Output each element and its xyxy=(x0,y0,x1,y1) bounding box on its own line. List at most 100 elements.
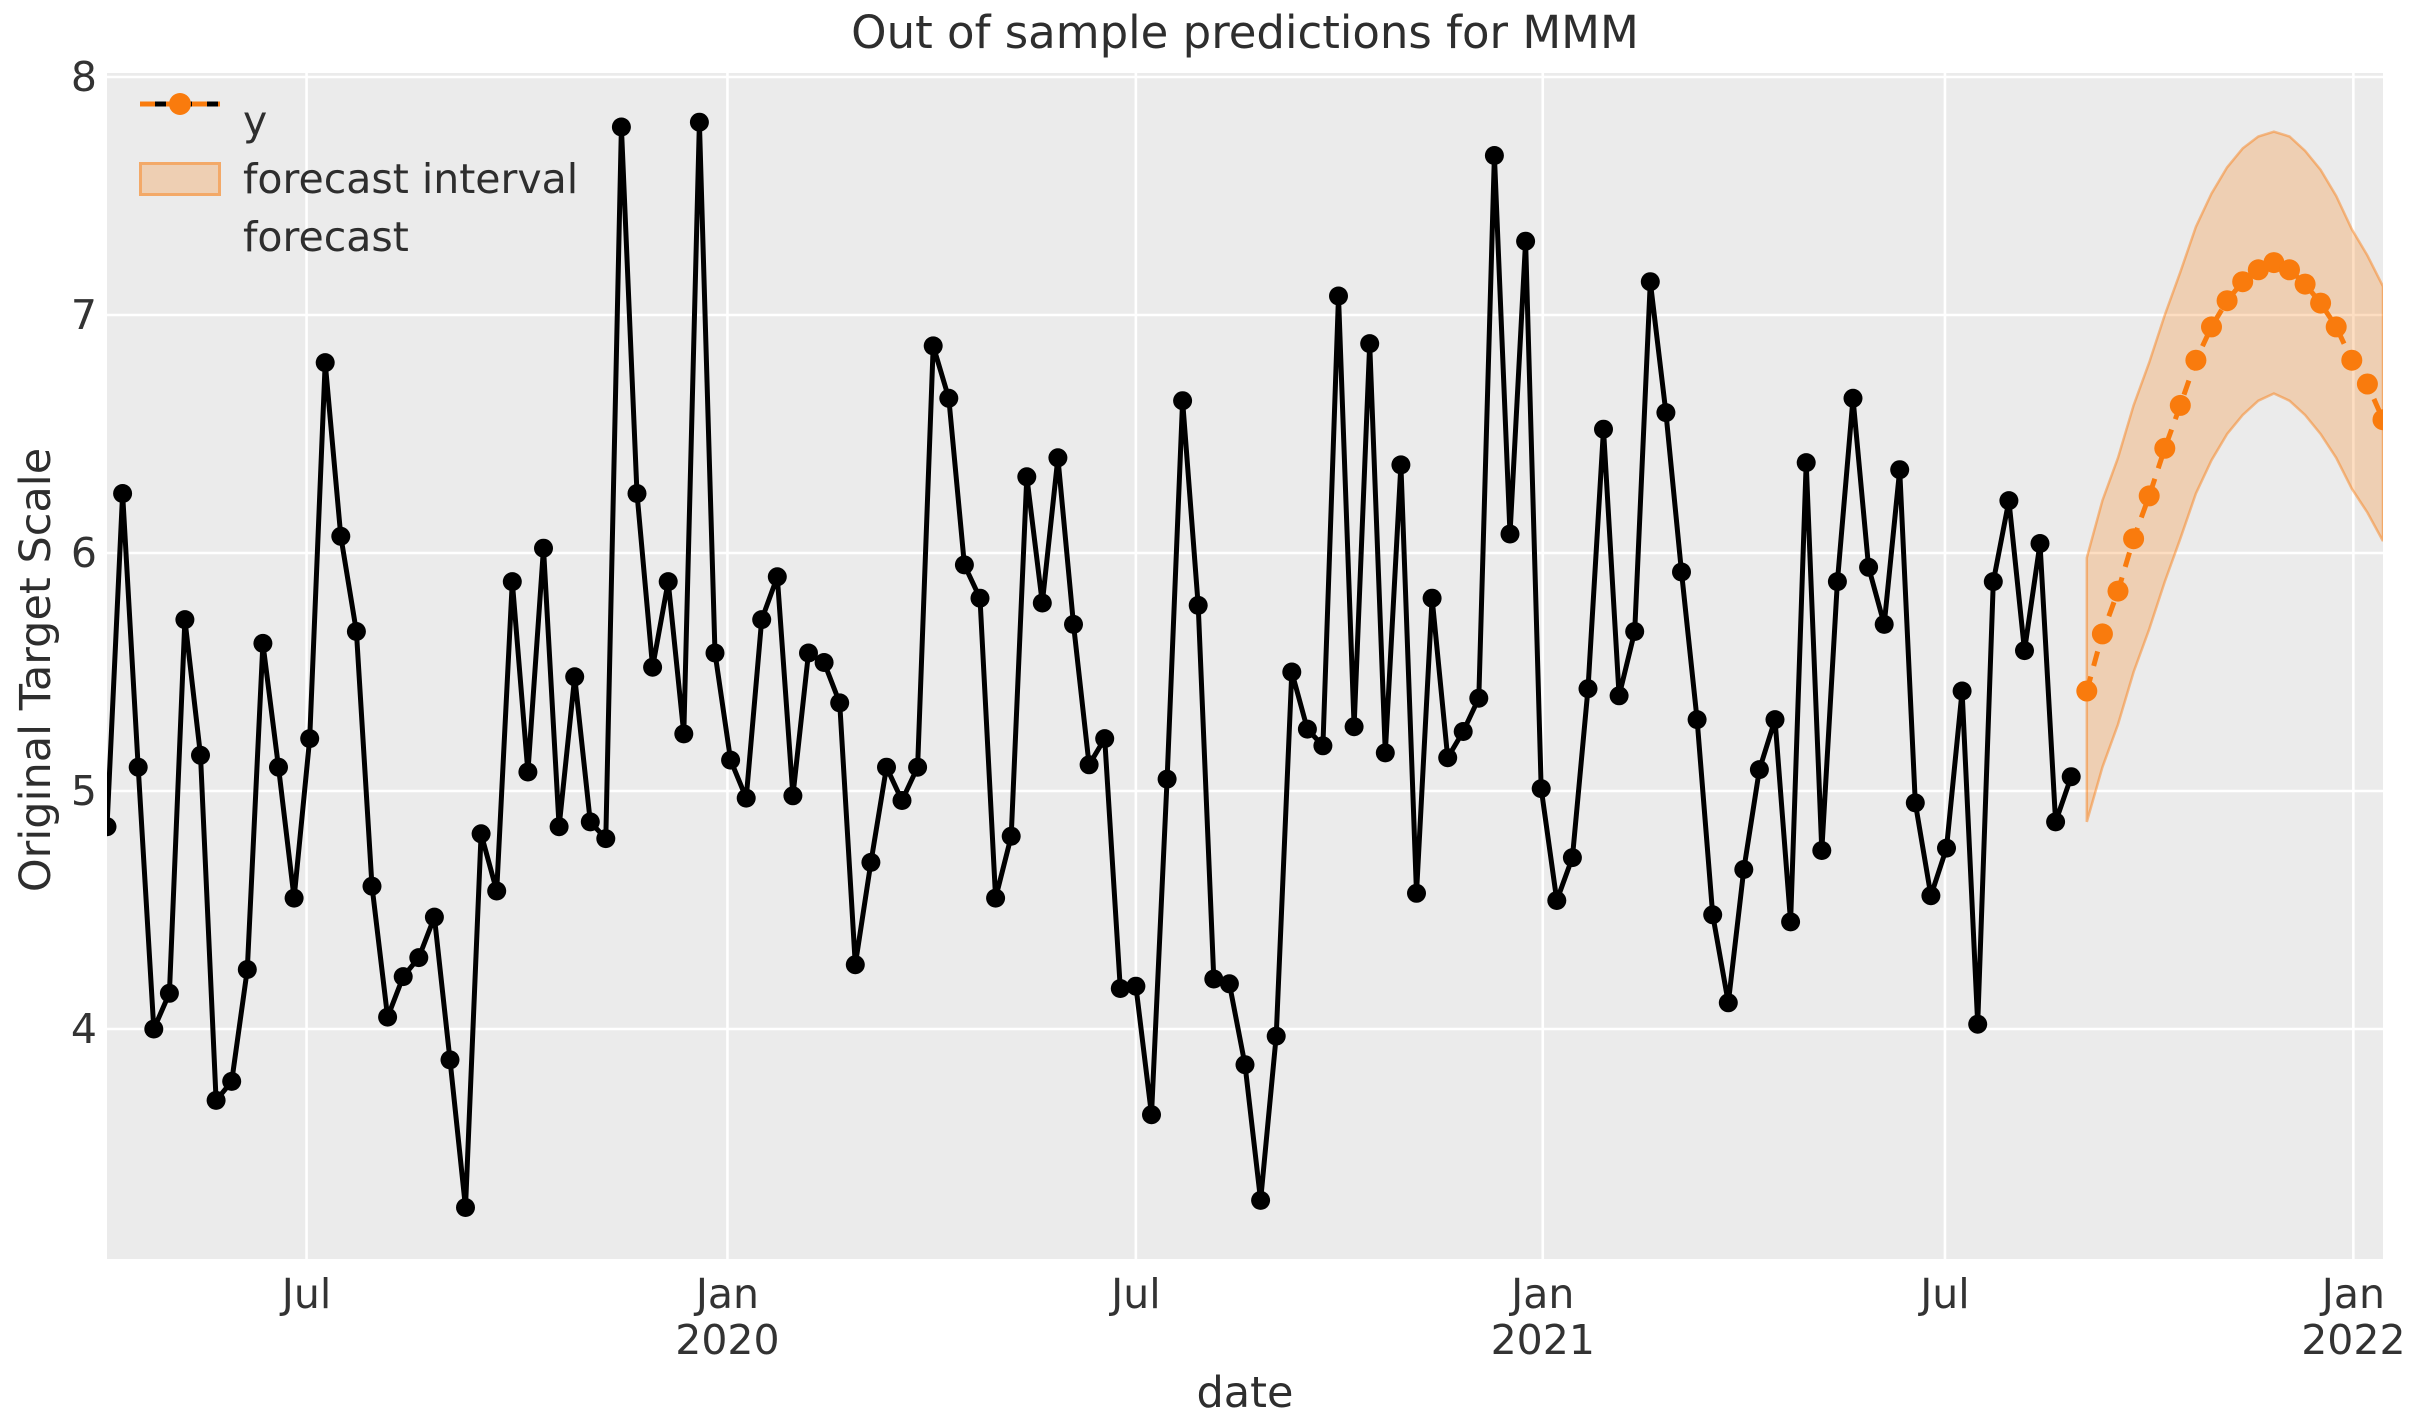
y-tick-label: 4 xyxy=(70,1005,97,1053)
y-data-point xyxy=(487,881,507,901)
forecast-data-point xyxy=(2372,409,2383,431)
y-data-point xyxy=(1235,1055,1255,1075)
y-data-point xyxy=(954,555,974,575)
y-data-point xyxy=(2030,534,2050,553)
y-data-point xyxy=(1859,557,1879,577)
y-data-point xyxy=(705,643,725,663)
y-data-point xyxy=(534,538,553,558)
forecast-data-point xyxy=(2279,259,2300,281)
x-tick-label: Jul xyxy=(1111,1270,1161,1318)
y-data-point xyxy=(1391,455,1411,475)
forecast-data-point xyxy=(2154,437,2176,459)
y-data-point xyxy=(346,622,366,641)
y-data-point xyxy=(1843,388,1863,408)
y-data-point xyxy=(456,1198,475,1217)
y-data-point xyxy=(877,757,896,777)
y-data-point xyxy=(1422,588,1442,608)
y-data-point xyxy=(1360,334,1380,354)
y-data-point xyxy=(1999,491,2019,511)
y-data-point xyxy=(1578,679,1598,699)
y-data-point xyxy=(1500,524,1520,544)
forecast-data-point xyxy=(2076,680,2098,702)
y-data-point xyxy=(424,907,444,927)
y-data-point xyxy=(1453,722,1473,741)
y-data-point xyxy=(393,967,413,987)
y-data-point xyxy=(1032,593,1052,613)
y-data-point xyxy=(1812,841,1832,860)
y-data-point xyxy=(1796,453,1816,473)
y-data-point xyxy=(1219,974,1239,994)
y-data-point xyxy=(128,757,148,777)
y-data-point xyxy=(1625,622,1645,641)
y-data-point xyxy=(1921,886,1941,906)
y-data-point xyxy=(892,791,912,810)
y-series-markers xyxy=(107,112,2081,1217)
y-data-point xyxy=(1110,979,1130,998)
y-data-point xyxy=(1142,1105,1161,1125)
y-data-point xyxy=(206,1090,226,1110)
series-layer xyxy=(107,112,2383,1217)
y-data-point xyxy=(767,567,787,587)
forecast-data-point xyxy=(2232,271,2254,293)
y-data-point xyxy=(1126,976,1146,996)
forecast-data-point xyxy=(2263,252,2285,274)
y-data-point xyxy=(861,852,881,872)
y-data-point xyxy=(830,693,850,713)
gridlines xyxy=(107,73,2383,1259)
y-data-point xyxy=(237,960,257,979)
forecast-markers xyxy=(2076,252,2383,702)
y-data-point xyxy=(1594,419,1613,439)
forecast-data-point xyxy=(2325,316,2347,338)
y-data-point xyxy=(175,610,195,630)
legend-label-forecast-interval: forecast interval xyxy=(243,155,579,203)
y-data-point xyxy=(1531,779,1551,799)
legend-label-forecast: forecast xyxy=(243,213,409,261)
y-tick-label: 6 xyxy=(70,529,97,577)
forecast-data-point xyxy=(2341,349,2363,371)
y-data-point xyxy=(970,588,990,608)
y-data-point xyxy=(362,876,382,896)
y-data-point xyxy=(1516,231,1536,251)
y-data-point xyxy=(1718,993,1738,1013)
y-data-point xyxy=(1703,905,1723,925)
y-data-point xyxy=(799,643,818,663)
y-data-point xyxy=(1547,891,1567,910)
y-data-point xyxy=(1765,710,1785,730)
y-data-point xyxy=(1640,272,1660,292)
y-data-point xyxy=(986,888,1006,908)
y-data-point xyxy=(627,484,647,503)
y-data-point xyxy=(1313,736,1333,756)
forecast-data-point xyxy=(2247,259,2269,281)
y-data-point xyxy=(549,817,569,837)
y-data-point xyxy=(1266,1026,1286,1046)
y-data-point xyxy=(107,817,117,837)
x-tick-label: Jul xyxy=(1920,1270,1970,1318)
forecast-data-point xyxy=(2356,373,2378,395)
y-data-point xyxy=(1656,403,1676,423)
y-data-point xyxy=(1173,391,1193,411)
x-tick-label: Jan 2022 xyxy=(2301,1270,2406,1364)
y-data-point xyxy=(689,112,709,132)
y-data-point xyxy=(1438,748,1458,768)
y-data-point xyxy=(643,657,663,677)
forecast-data-point xyxy=(2216,290,2238,312)
y-data-point xyxy=(1937,838,1956,858)
forecast-data-point xyxy=(2169,394,2191,416)
legend-item-forecast: forecast xyxy=(139,93,578,266)
y-data-point xyxy=(1251,1190,1271,1210)
y-data-point xyxy=(596,829,616,849)
y-data-point xyxy=(1048,448,1068,468)
y-data-point xyxy=(300,729,320,749)
y-data-point xyxy=(1968,1014,1988,1034)
y-data-point xyxy=(1905,793,1925,813)
y-data-point xyxy=(845,955,865,975)
y-data-point xyxy=(440,1050,460,1070)
y-data-point xyxy=(1282,662,1302,682)
forecast-interval-patch-icon xyxy=(139,162,221,196)
x-tick-label: Jan 2021 xyxy=(1490,1270,1595,1364)
y-data-point xyxy=(814,653,834,672)
forecast-data-point xyxy=(2185,349,2207,371)
y-data-point xyxy=(409,948,429,968)
y-data-point xyxy=(222,1071,242,1091)
